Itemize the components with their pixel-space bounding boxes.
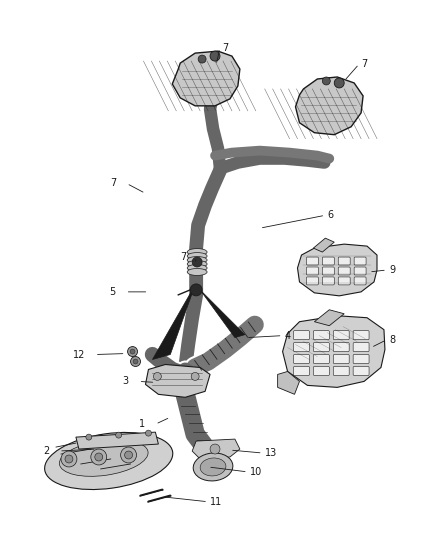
Ellipse shape (187, 269, 207, 276)
FancyBboxPatch shape (293, 343, 309, 352)
FancyBboxPatch shape (353, 367, 369, 375)
FancyBboxPatch shape (314, 354, 329, 364)
Text: 12: 12 (72, 350, 85, 360)
FancyBboxPatch shape (354, 277, 366, 285)
FancyBboxPatch shape (333, 367, 349, 375)
Ellipse shape (187, 264, 207, 271)
FancyBboxPatch shape (314, 330, 329, 340)
FancyBboxPatch shape (322, 257, 334, 265)
Ellipse shape (200, 458, 226, 476)
Text: 7: 7 (222, 43, 228, 53)
Polygon shape (314, 238, 334, 252)
FancyBboxPatch shape (293, 330, 309, 340)
FancyBboxPatch shape (333, 354, 349, 364)
FancyBboxPatch shape (307, 257, 318, 265)
FancyBboxPatch shape (354, 267, 366, 275)
Circle shape (322, 77, 330, 85)
Ellipse shape (187, 253, 207, 260)
Circle shape (192, 257, 202, 267)
Circle shape (145, 430, 152, 436)
Circle shape (191, 373, 199, 381)
Circle shape (116, 432, 122, 438)
FancyBboxPatch shape (293, 367, 309, 375)
FancyBboxPatch shape (322, 267, 334, 275)
FancyBboxPatch shape (322, 277, 334, 285)
Polygon shape (283, 316, 385, 387)
FancyBboxPatch shape (338, 267, 350, 275)
Ellipse shape (45, 432, 173, 489)
Polygon shape (152, 285, 195, 360)
Polygon shape (200, 290, 245, 337)
Circle shape (190, 284, 202, 296)
Circle shape (120, 447, 137, 463)
Circle shape (65, 455, 73, 463)
Ellipse shape (187, 261, 207, 268)
FancyBboxPatch shape (353, 330, 369, 340)
Ellipse shape (193, 453, 233, 481)
Circle shape (130, 349, 135, 354)
FancyBboxPatch shape (338, 257, 350, 265)
Circle shape (210, 51, 220, 61)
Polygon shape (278, 372, 300, 394)
Text: 2: 2 (43, 446, 49, 456)
Circle shape (198, 55, 206, 63)
FancyBboxPatch shape (333, 343, 349, 352)
Circle shape (334, 78, 344, 88)
Text: 10: 10 (250, 467, 262, 477)
FancyBboxPatch shape (338, 277, 350, 285)
FancyBboxPatch shape (353, 354, 369, 364)
Circle shape (61, 451, 77, 467)
Text: 5: 5 (110, 287, 116, 297)
Polygon shape (172, 51, 240, 106)
Polygon shape (145, 365, 210, 397)
FancyBboxPatch shape (293, 354, 309, 364)
Text: 3: 3 (123, 376, 129, 386)
FancyBboxPatch shape (353, 343, 369, 352)
Text: 7: 7 (180, 252, 186, 262)
Text: 7: 7 (361, 59, 367, 69)
Text: 4: 4 (285, 330, 291, 341)
FancyBboxPatch shape (307, 267, 318, 275)
Ellipse shape (187, 256, 207, 263)
Text: 1: 1 (139, 419, 145, 429)
Text: 7: 7 (110, 179, 117, 189)
Text: 13: 13 (265, 448, 277, 458)
Circle shape (91, 449, 107, 465)
Polygon shape (297, 244, 377, 296)
Text: 8: 8 (389, 335, 395, 345)
Polygon shape (192, 439, 240, 459)
Circle shape (86, 434, 92, 440)
Ellipse shape (187, 248, 207, 255)
Polygon shape (296, 77, 363, 135)
FancyBboxPatch shape (333, 330, 349, 340)
Polygon shape (314, 310, 344, 326)
Circle shape (153, 373, 161, 381)
Text: 11: 11 (210, 497, 223, 507)
Circle shape (95, 453, 103, 461)
Ellipse shape (60, 440, 148, 477)
FancyBboxPatch shape (307, 277, 318, 285)
Circle shape (210, 444, 220, 454)
Circle shape (131, 357, 141, 367)
Circle shape (124, 451, 133, 459)
FancyBboxPatch shape (354, 257, 366, 265)
Text: 6: 6 (327, 210, 333, 220)
FancyBboxPatch shape (314, 367, 329, 375)
Polygon shape (76, 432, 159, 449)
Text: 9: 9 (389, 265, 395, 275)
FancyBboxPatch shape (314, 343, 329, 352)
Circle shape (133, 359, 138, 364)
Circle shape (127, 346, 138, 357)
